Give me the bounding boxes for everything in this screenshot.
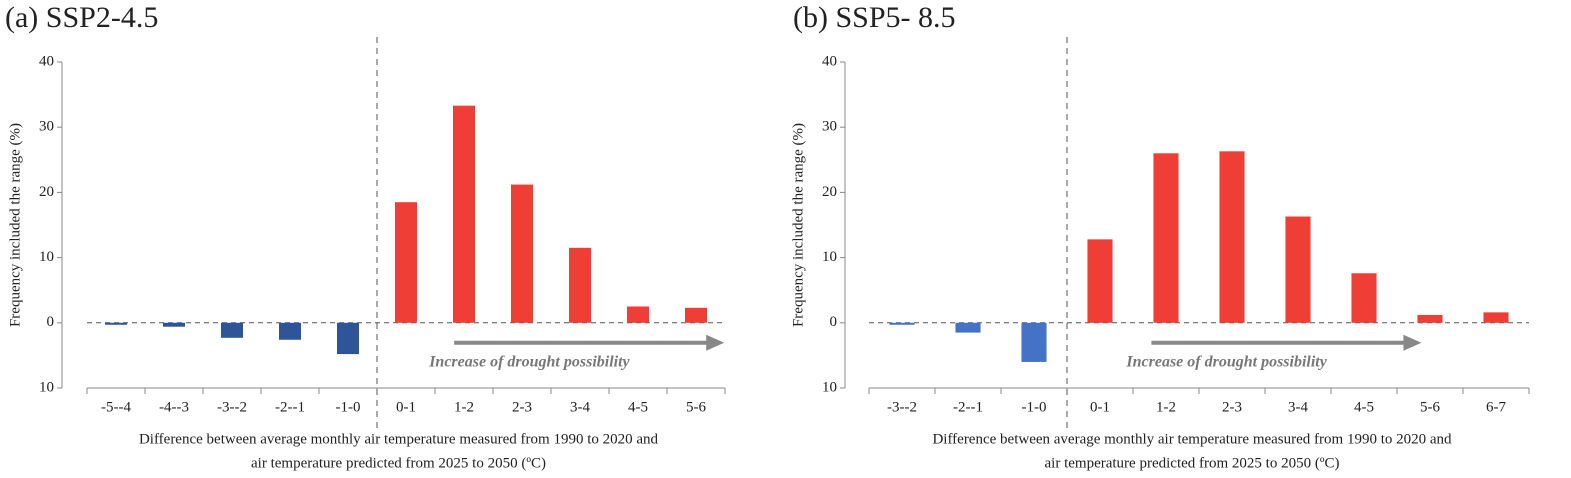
bar (955, 322, 981, 333)
chart-title: (b) SSP5- 8.5 (793, 1, 956, 34)
x-tick-label: 6-7 (1486, 399, 1506, 415)
y-axis-label: Frequency included the range (%) (7, 123, 23, 327)
y-tick-label: 10 (39, 379, 54, 395)
bar (684, 307, 708, 323)
bar (278, 322, 302, 340)
annotation: Increase of drought possibility (428, 353, 630, 370)
bar (104, 322, 128, 325)
bar (394, 202, 418, 323)
bar (1351, 273, 1377, 323)
y-axis-label: Frequency included the range (%) (790, 123, 806, 327)
bar (1021, 322, 1047, 362)
y-tick-label: 40 (822, 53, 837, 69)
x-axis-label: Difference between average monthly air t… (932, 431, 1452, 447)
x-tick-label: -1-0 (1022, 399, 1047, 415)
x-axis-label: Difference between average monthly air t… (139, 431, 659, 447)
y-tick-label: 0 (47, 314, 55, 330)
x-tick-label: -2--1 (953, 399, 983, 415)
y-tick-label: 30 (39, 119, 54, 135)
y-tick-label: 20 (822, 184, 837, 200)
bar (1087, 239, 1113, 323)
x-tick-label: 4-5 (1354, 399, 1374, 415)
bar (1219, 151, 1245, 323)
x-tick-label: 1-2 (1156, 399, 1176, 415)
arrow-head (706, 334, 725, 351)
annotation: Increase of drought possibility (1125, 353, 1327, 370)
y-tick-label: 30 (822, 119, 837, 135)
bar (336, 322, 360, 355)
x-tick-label: -3--2 (217, 399, 247, 415)
x-tick-label: 2-3 (1222, 399, 1242, 415)
x-tick-label: -1-0 (336, 399, 361, 415)
x-tick-label: 0-1 (396, 399, 416, 415)
bar (1153, 153, 1179, 323)
chart-title: (a) SSP2-4.5 (5, 1, 158, 34)
bar (568, 247, 592, 323)
bar (889, 322, 915, 325)
x-tick-label: -5--4 (101, 399, 131, 415)
x-tick-label: -4--3 (159, 399, 189, 415)
x-axis-label: air temperature predicted from 2025 to 2… (251, 455, 546, 471)
bar (1417, 314, 1443, 323)
x-tick-label: 5-6 (686, 399, 706, 415)
x-tick-label: -2--1 (275, 399, 305, 415)
x-tick-label: 0-1 (1090, 399, 1110, 415)
bar (626, 306, 650, 323)
y-tick-label: 40 (39, 53, 54, 69)
y-tick-label: 10 (39, 249, 54, 265)
y-tick-label: 0 (830, 314, 838, 330)
x-tick-label: -3--2 (887, 399, 917, 415)
bar (220, 322, 244, 338)
y-tick-label: 20 (39, 184, 54, 200)
y-tick-label: 10 (822, 379, 837, 395)
bar (510, 184, 534, 323)
bar (1483, 312, 1509, 323)
x-axis-label: air temperature predicted from 2025 to 2… (1045, 455, 1340, 471)
bar (452, 105, 476, 323)
bar (1285, 216, 1311, 323)
x-tick-label: 3-4 (570, 399, 590, 415)
x-tick-label: 3-4 (1288, 399, 1308, 415)
x-tick-label: 4-5 (628, 399, 648, 415)
arrow-head (1403, 334, 1422, 351)
y-tick-label: 10 (822, 249, 837, 265)
x-tick-label: 5-6 (1420, 399, 1440, 415)
x-tick-label: 1-2 (454, 399, 474, 415)
x-tick-label: 2-3 (512, 399, 532, 415)
bar (162, 322, 186, 327)
